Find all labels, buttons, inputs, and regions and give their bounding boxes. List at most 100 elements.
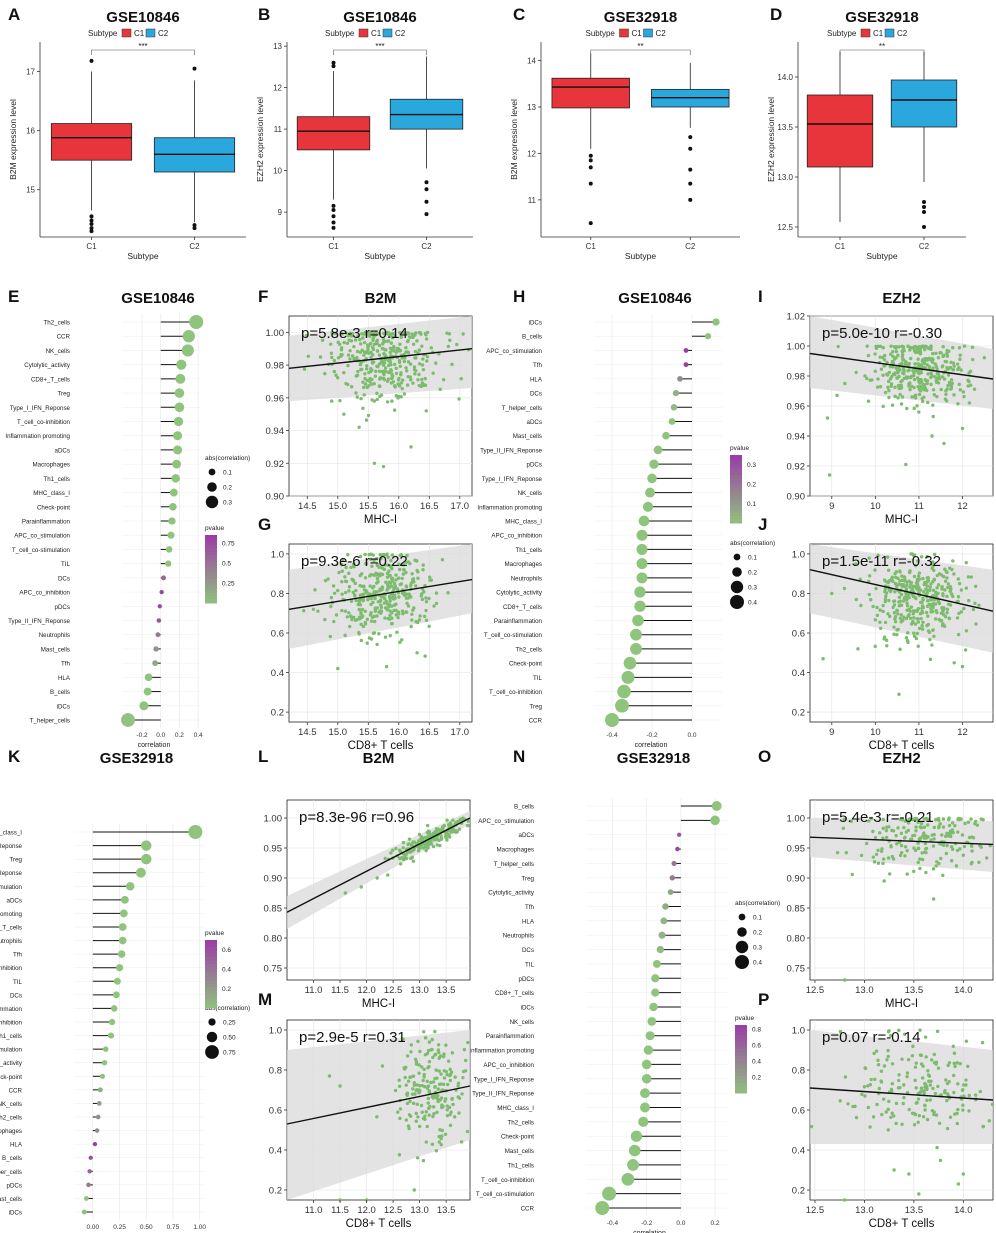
- scatter-point: [956, 632, 961, 637]
- scatter-point: [937, 374, 941, 378]
- pvalue-gradient-step: [205, 592, 217, 597]
- scatter-point: [926, 372, 930, 376]
- scatter-point: [388, 599, 392, 603]
- x-tick-label: -0.4: [606, 732, 618, 739]
- scatter-point: [925, 817, 929, 821]
- scatter-point: [883, 597, 888, 601]
- scatter-point: [450, 1096, 454, 1101]
- x-tick-label: 0.2: [175, 732, 184, 739]
- pvalue-gradient-step: [735, 1079, 747, 1084]
- scatter-point: [368, 584, 372, 588]
- scatter-point: [931, 867, 936, 871]
- scatter-point: [420, 363, 425, 367]
- scatter-point: [377, 343, 382, 348]
- scatter-point: [408, 362, 413, 366]
- y-tick-label: 11: [274, 125, 283, 134]
- scatter-point: [434, 1149, 439, 1153]
- lollipop-dot: [157, 604, 162, 609]
- scatter-point: [913, 393, 918, 397]
- scatter-point: [326, 577, 330, 581]
- significance-label: ***: [138, 42, 147, 51]
- lollipop-dot: [153, 646, 159, 652]
- scatter-point: [926, 823, 930, 827]
- scatter-point: [924, 847, 928, 851]
- scatter-point: [890, 1081, 894, 1086]
- row-label: Macrophages: [505, 561, 543, 568]
- scatter-point: [928, 588, 932, 592]
- outlier-point: [688, 167, 693, 172]
- scatter-point: [930, 643, 934, 647]
- scatter-point: [381, 464, 386, 469]
- scatter-point: [389, 341, 394, 345]
- scatter-point: [936, 356, 941, 360]
- scatter-point: [987, 1119, 992, 1123]
- scatter-point: [411, 342, 416, 346]
- scatter-point: [377, 353, 382, 357]
- regression-line: [809, 836, 994, 846]
- scatter-point: [374, 556, 379, 561]
- scatter-point: [358, 554, 363, 559]
- scatter-point: [908, 817, 913, 821]
- scatter-point: [938, 1158, 943, 1163]
- scatter-point: [385, 571, 390, 576]
- scatter-point: [414, 584, 418, 588]
- lollipop-dot: [662, 903, 669, 910]
- scatter-point: [917, 626, 922, 631]
- scatter-point: [905, 849, 909, 853]
- scatter-point: [916, 846, 921, 850]
- scatter-point: [390, 596, 395, 600]
- scatter-point: [869, 598, 873, 602]
- scatter-point: [372, 614, 377, 619]
- outlier-point: [424, 187, 429, 192]
- scatter-point: [396, 610, 401, 614]
- correlation-annotation: p=2.9e-5 r=0.31: [299, 1029, 406, 1046]
- scatter-point: [889, 1115, 893, 1120]
- scatter-point: [425, 1086, 430, 1090]
- scatter-point: [943, 397, 948, 401]
- lollipop-dot: [628, 1144, 641, 1157]
- scatter-point: [916, 607, 921, 611]
- scatter-point: [440, 1103, 444, 1107]
- row-label: APC_co_inhibition: [19, 590, 70, 597]
- scatter-point: [951, 594, 955, 599]
- scatter-point: [896, 396, 900, 400]
- scatter-point: [334, 331, 338, 336]
- scatter-point: [967, 401, 972, 405]
- row-label: Parainflammation: [486, 1033, 535, 1040]
- scatter-point: [916, 580, 920, 584]
- scatter-point: [332, 369, 337, 374]
- x-tick-label: C2: [421, 242, 432, 251]
- scatter-point: [415, 1102, 419, 1107]
- scatter-point: [372, 399, 377, 403]
- scatter-point: [366, 348, 370, 352]
- pvalue-tick-label: 0.1: [747, 501, 756, 508]
- scatter-point: [883, 390, 888, 395]
- scatter-point: [416, 576, 420, 580]
- scatter-point: [843, 1075, 848, 1079]
- scatter-point: [398, 330, 402, 335]
- scatter-point: [427, 575, 432, 579]
- scatter-point: [894, 349, 899, 354]
- scatter-point: [923, 1035, 928, 1039]
- scatter-point: [909, 356, 913, 361]
- scatter-point: [372, 342, 377, 346]
- scatter-point: [383, 635, 388, 639]
- scatter-point: [926, 1069, 930, 1073]
- scatter-point: [878, 355, 882, 359]
- scatter-point: [899, 402, 904, 406]
- scatter-point: [899, 843, 904, 848]
- scatter-point: [947, 823, 952, 828]
- lollipop-dot: [94, 1128, 100, 1133]
- scatter-point: [886, 379, 891, 384]
- x-axis-label: correlation: [138, 742, 171, 749]
- scatter-point: [896, 576, 900, 581]
- scatter-point: [916, 841, 920, 845]
- scatter-point: [897, 1028, 901, 1033]
- scatter-point: [920, 1076, 925, 1080]
- scatter-point: [417, 618, 422, 622]
- correlation-annotation: p=8.3e-96 r=0.96: [299, 809, 414, 826]
- pvalue-gradient-step: [730, 478, 742, 483]
- lollipop-dot: [182, 330, 195, 343]
- x-tick-label: -0.2: [646, 732, 658, 739]
